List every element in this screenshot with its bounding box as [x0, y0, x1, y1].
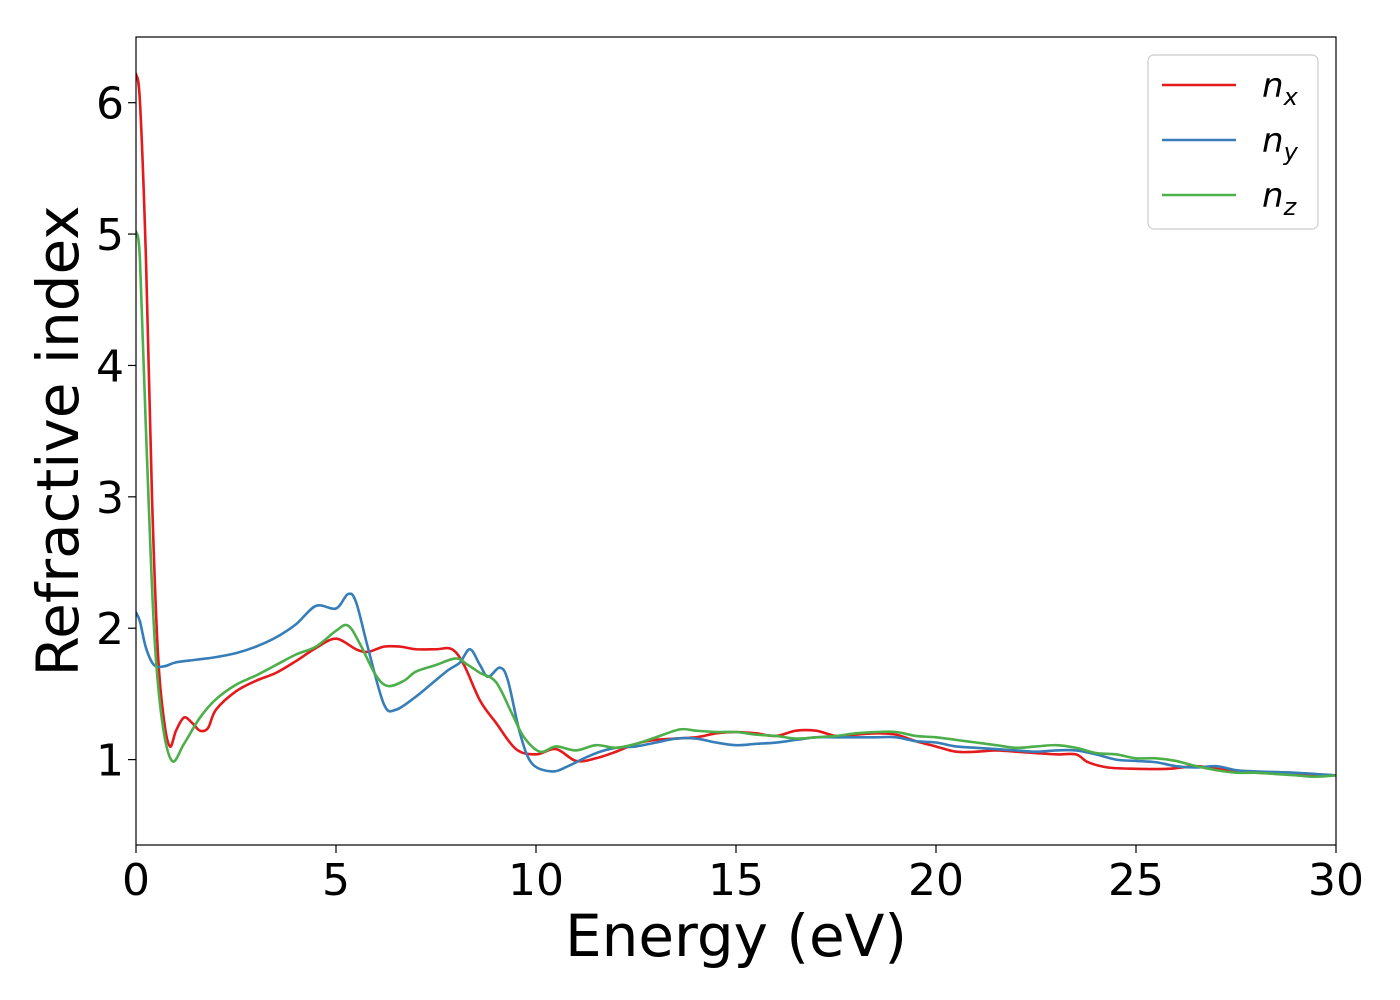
x-tick-label-0: 0 — [122, 855, 150, 906]
x-axis-label: Energy (eV) — [565, 902, 907, 970]
legend-label-base: n — [1262, 176, 1284, 216]
legend-item-nx: nx — [1162, 66, 1299, 111]
legend-label-nx: nx — [1262, 66, 1299, 111]
legend-item-nz: nz — [1162, 176, 1298, 221]
y-axis-ticks: 1 2 3 4 5 6 — [96, 79, 136, 787]
legend-box — [1147, 54, 1319, 230]
x-tick-label-25: 25 — [1108, 855, 1164, 906]
x-tick-label-20: 20 — [908, 855, 964, 906]
x-tick-label-30: 30 — [1308, 855, 1364, 906]
x-axis-ticks: 0 5 10 15 20 25 30 — [122, 845, 1364, 906]
legend-label-subscript: y — [1283, 138, 1299, 166]
legend-label-base: n — [1262, 121, 1284, 161]
y-tick-label-2: 2 — [96, 604, 124, 655]
legend-item-ny: ny — [1162, 121, 1299, 166]
series-line-nx — [136, 72, 1336, 777]
legend-label-subscript: x — [1283, 83, 1299, 111]
y-tick-label-3: 3 — [96, 473, 124, 524]
y-axis-label: Refractive index — [24, 205, 92, 676]
legend-label-nz: nz — [1262, 176, 1298, 221]
x-tick-label-15: 15 — [708, 855, 764, 906]
y-tick-label-4: 4 — [96, 341, 124, 392]
legend-label-subscript: z — [1283, 193, 1298, 221]
y-tick-label-6: 6 — [96, 79, 124, 130]
legend-label-ny: ny — [1262, 121, 1299, 166]
x-tick-label-5: 5 — [322, 855, 350, 906]
x-tick-label-10: 10 — [508, 855, 564, 906]
plot-lines — [136, 72, 1336, 778]
series-line-nz — [136, 230, 1336, 778]
y-tick-label-5: 5 — [96, 210, 124, 261]
y-tick-label-1: 1 — [96, 736, 124, 787]
legend-label-base: n — [1262, 66, 1284, 106]
